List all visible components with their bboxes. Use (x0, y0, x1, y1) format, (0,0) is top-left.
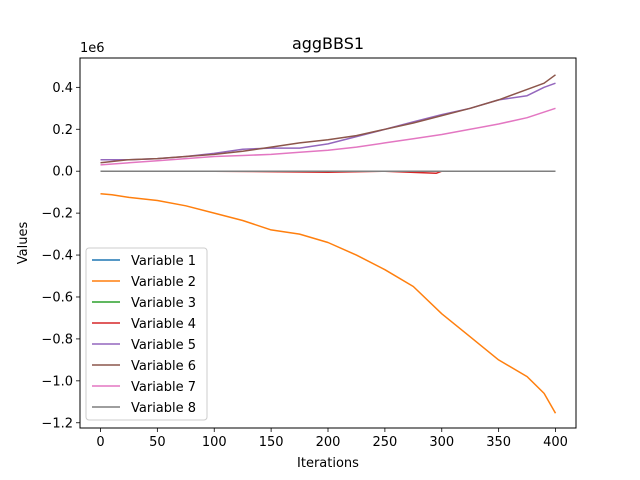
series-line-6 (100, 74, 556, 164)
series-layer (100, 74, 557, 414)
y-tick-label: −1.2 (41, 416, 73, 431)
y-tick-label: 0.2 (52, 123, 73, 138)
legend: Variable 1 Variable 2 Variable 3 Variable 4… (85, 247, 208, 421)
series-line-2 (100, 193, 557, 414)
x-tick-label: 300 (429, 435, 454, 450)
x-tick-label: 150 (259, 435, 284, 450)
legend-label-2: Variable 2 (131, 275, 196, 290)
y-tick-label: −0.8 (41, 332, 73, 347)
y-tick-label: −1.0 (41, 374, 73, 389)
x-axis-ticks: 0 50 100 150 200 250 300 350 400 (96, 428, 568, 450)
y-axis-ticks: −1.2 −1.0 −0.8 −0.6 −0.4 −0.2 0.0 0.2 0.4 (41, 81, 80, 431)
legend-box (85, 247, 208, 421)
y-tick-label: −0.6 (41, 290, 73, 305)
x-tick-label: 400 (543, 435, 568, 450)
y-tick-label: 0.0 (52, 165, 73, 180)
x-axis-label: Iterations (297, 456, 359, 471)
y-tick-label: −0.4 (41, 249, 73, 264)
x-tick-label: 200 (316, 435, 341, 450)
x-tick-label: 100 (202, 435, 227, 450)
legend-label-5: Variable 5 (131, 338, 196, 353)
legend-label-7: Variable 7 (131, 380, 196, 395)
x-tick-label: 0 (96, 435, 104, 450)
x-tick-label: 50 (149, 435, 166, 450)
x-tick-label: 250 (372, 435, 397, 450)
legend-label-3: Variable 3 (131, 296, 196, 311)
series-line-7 (100, 107, 556, 166)
chart-title: aggBBS1 (292, 34, 364, 53)
y-tick-label: 0.4 (52, 81, 73, 96)
legend-label-6: Variable 6 (131, 359, 196, 374)
legend-entries: Variable 1 Variable 2 Variable 3 Variable 4… (92, 254, 196, 416)
x-tick-label: 350 (486, 435, 511, 450)
y-axis-offset-label: 1e6 (80, 41, 105, 56)
y-tick-label: −0.2 (41, 207, 73, 222)
legend-label-4: Variable 4 (131, 317, 196, 332)
legend-label-8: Variable 8 (131, 401, 196, 416)
y-axis-label: Values (16, 222, 31, 265)
legend-label-1: Variable 1 (131, 254, 196, 269)
